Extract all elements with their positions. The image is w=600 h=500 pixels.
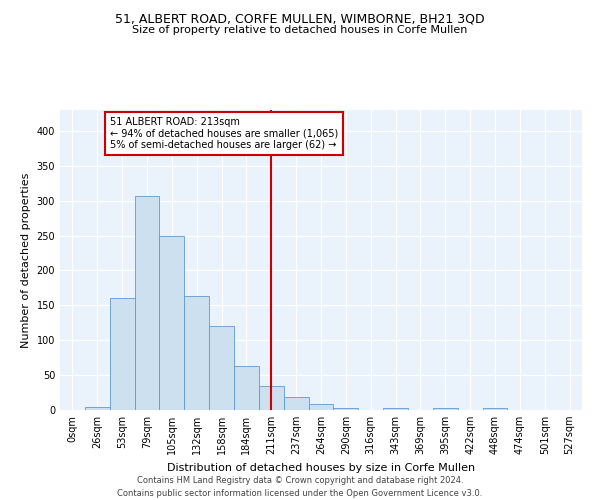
Bar — [383, 408, 408, 410]
Bar — [308, 404, 334, 410]
Bar — [482, 408, 508, 410]
Text: Size of property relative to detached houses in Corfe Mullen: Size of property relative to detached ho… — [133, 25, 467, 35]
Text: Contains public sector information licensed under the Open Government Licence v3: Contains public sector information licen… — [118, 489, 482, 498]
Bar — [284, 396, 308, 410]
Bar — [433, 408, 458, 410]
Text: 51 ALBERT ROAD: 213sqm
← 94% of detached houses are smaller (1,065)
5% of semi-d: 51 ALBERT ROAD: 213sqm ← 94% of detached… — [110, 117, 338, 150]
Bar — [259, 386, 284, 410]
Bar — [160, 236, 184, 410]
Bar — [184, 296, 209, 410]
Bar — [85, 407, 110, 410]
X-axis label: Distribution of detached houses by size in Corfe Mullen: Distribution of detached houses by size … — [167, 462, 475, 472]
Text: 51, ALBERT ROAD, CORFE MULLEN, WIMBORNE, BH21 3QD: 51, ALBERT ROAD, CORFE MULLEN, WIMBORNE,… — [115, 12, 485, 26]
Bar — [334, 408, 358, 410]
Bar — [234, 366, 259, 410]
Bar — [134, 196, 160, 410]
Bar — [110, 298, 134, 410]
Y-axis label: Number of detached properties: Number of detached properties — [21, 172, 31, 348]
Text: Contains HM Land Registry data © Crown copyright and database right 2024.: Contains HM Land Registry data © Crown c… — [137, 476, 463, 485]
Bar — [209, 326, 234, 410]
